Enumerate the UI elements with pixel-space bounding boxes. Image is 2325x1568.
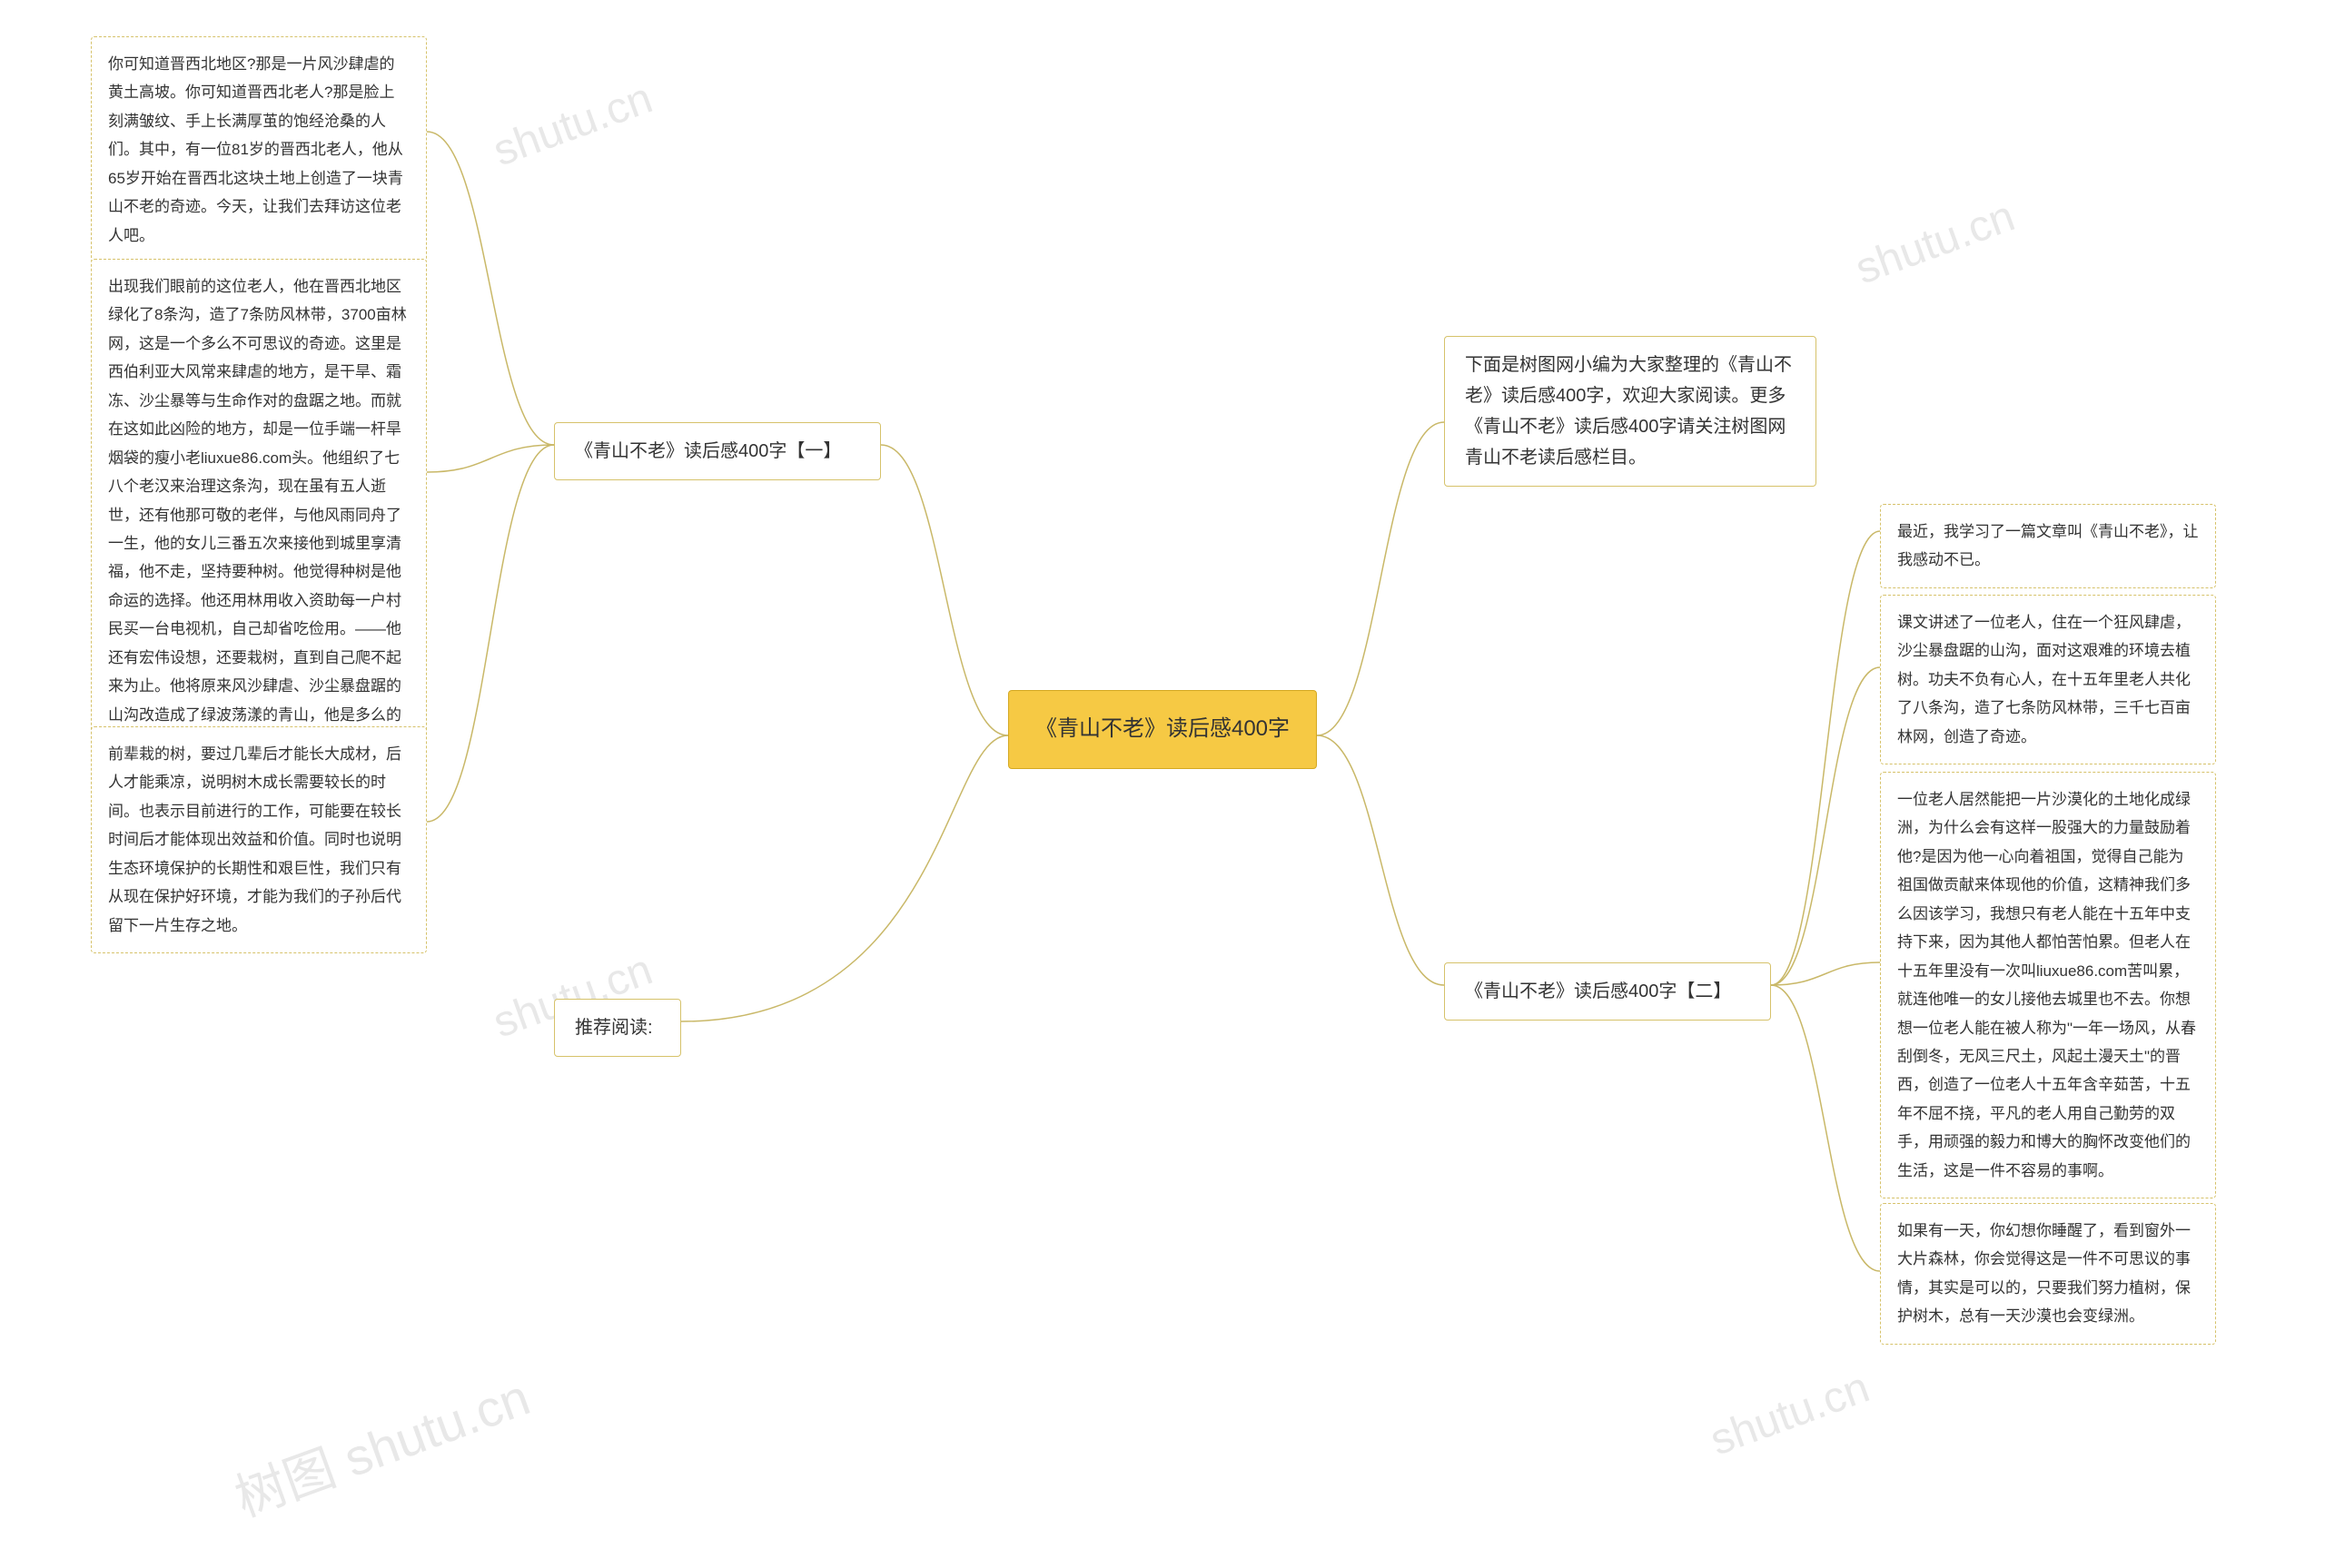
branch-recommended-text: 推荐阅读: bbox=[575, 1018, 653, 1038]
leaf-essay1-p1[interactable]: 你可知道晋西北地区?那是一片风沙肆虐的黄土高坡。你可知道晋西北老人?那是脸上刻满… bbox=[91, 36, 427, 263]
leaf-text: 如果有一天，你幻想你睡醒了，看到窗外一大片森林，你会觉得这是一件不可思议的事情，… bbox=[1897, 1222, 2191, 1325]
center-node[interactable]: 《青山不老》读后感400字 bbox=[1008, 690, 1317, 769]
mindmap-canvas: 《青山不老》读后感400字 下面是树图网小编为大家整理的《青山不老》读后感400… bbox=[0, 0, 2325, 1568]
branch-intro[interactable]: 下面是树图网小编为大家整理的《青山不老》读后感400字，欢迎大家阅读。更多《青山… bbox=[1444, 336, 1816, 487]
leaf-text: 课文讲述了一位老人，住在一个狂风肆虐，沙尘暴盘踞的山沟，面对这艰难的环境去植树。… bbox=[1897, 614, 2191, 745]
branch-essay-1[interactable]: 《青山不老》读后感400字【一】 bbox=[554, 422, 881, 480]
center-node-text: 《青山不老》读后感400字 bbox=[1035, 716, 1290, 741]
leaf-text: 出现我们眼前的这位老人，他在晋西北地区绿化了8条沟，造了7条防风林带，3700亩… bbox=[108, 278, 407, 752]
leaf-essay1-p2[interactable]: 出现我们眼前的这位老人，他在晋西北地区绿化了8条沟，造了7条防风林带，3700亩… bbox=[91, 259, 427, 771]
branch-essay-1-text: 《青山不老》读后感400字【一】 bbox=[575, 441, 841, 461]
leaf-essay2-p2[interactable]: 课文讲述了一位老人，住在一个狂风肆虐，沙尘暴盘踞的山沟，面对这艰难的环境去植树。… bbox=[1880, 595, 2216, 764]
leaf-text: 前辈栽的树，要过几辈后才能长大成材，后人才能乘凉，说明树木成长需要较长的时间。也… bbox=[108, 745, 401, 934]
leaf-essay2-p4[interactable]: 如果有一天，你幻想你睡醒了，看到窗外一大片森林，你会觉得这是一件不可思议的事情，… bbox=[1880, 1203, 2216, 1345]
branch-essay-2[interactable]: 《青山不老》读后感400字【二】 bbox=[1444, 962, 1771, 1021]
leaf-text: 一位老人居然能把一片沙漠化的土地化成绿洲，为什么会有这样一股强大的力量鼓励着他?… bbox=[1897, 791, 2196, 1179]
branch-essay-2-text: 《青山不老》读后感400字【二】 bbox=[1465, 981, 1731, 1001]
branch-intro-text: 下面是树图网小编为大家整理的《青山不老》读后感400字，欢迎大家阅读。更多《青山… bbox=[1465, 355, 1792, 468]
leaf-essay2-p1[interactable]: 最近，我学习了一篇文章叫《青山不老》，让我感动不已。 bbox=[1880, 504, 2216, 588]
leaf-text: 你可知道晋西北地区?那是一片风沙肆虐的黄土高坡。你可知道晋西北老人?那是脸上刻满… bbox=[108, 55, 403, 244]
branch-recommended[interactable]: 推荐阅读: bbox=[554, 999, 681, 1057]
leaf-essay1-p3[interactable]: 前辈栽的树，要过几辈后才能长大成材，后人才能乘凉，说明树木成长需要较长的时间。也… bbox=[91, 726, 427, 953]
leaf-essay2-p3[interactable]: 一位老人居然能把一片沙漠化的土地化成绿洲，为什么会有这样一股强大的力量鼓励着他?… bbox=[1880, 772, 2216, 1198]
leaf-text: 最近，我学习了一篇文章叫《青山不老》，让我感动不已。 bbox=[1897, 523, 2199, 568]
